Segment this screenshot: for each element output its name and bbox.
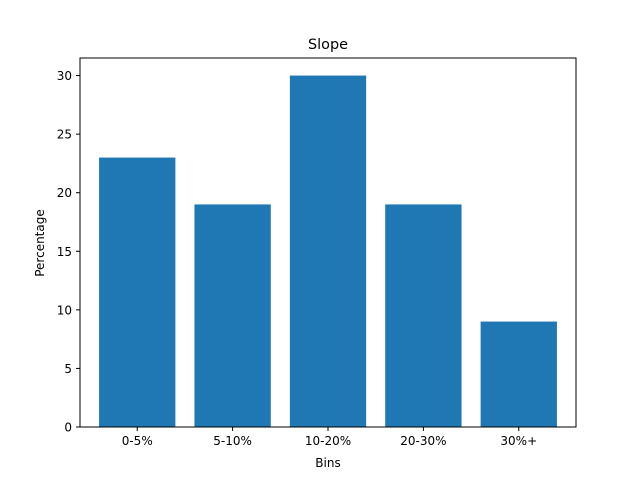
bars-group — [99, 75, 557, 428]
x-axis-label: Bins — [315, 456, 340, 470]
x-tick-label: 5-10% — [213, 434, 252, 448]
x-tick-label: 30%+ — [500, 434, 537, 448]
x-axis: 0-5% 5-10% 10-20% 20-30% 30%+ — [122, 427, 537, 448]
y-tick-label: 10 — [57, 303, 72, 317]
y-tick-label: 25 — [57, 128, 72, 142]
plot-frame — [79, 57, 577, 428]
y-tick-label: 20 — [57, 186, 72, 200]
bar-3 — [385, 204, 462, 427]
bar-1 — [194, 204, 271, 427]
bar-4 — [480, 321, 557, 427]
bar-2 — [289, 75, 367, 428]
x-tick-label: 20-30% — [400, 434, 446, 448]
chart-title: Slope — [308, 37, 348, 53]
y-tick-label: 5 — [64, 362, 72, 376]
x-tick-label: 0-5% — [122, 434, 153, 448]
x-tick-label: 10-20% — [305, 434, 351, 448]
y-axis: 0 5 10 15 20 25 30 — [57, 69, 80, 435]
bar-0 — [99, 157, 176, 428]
y-tick-label: 0 — [64, 421, 72, 435]
y-tick-label: 15 — [57, 245, 72, 259]
y-tick-label: 30 — [57, 69, 72, 83]
y-axis-label: Percentage — [33, 209, 47, 277]
